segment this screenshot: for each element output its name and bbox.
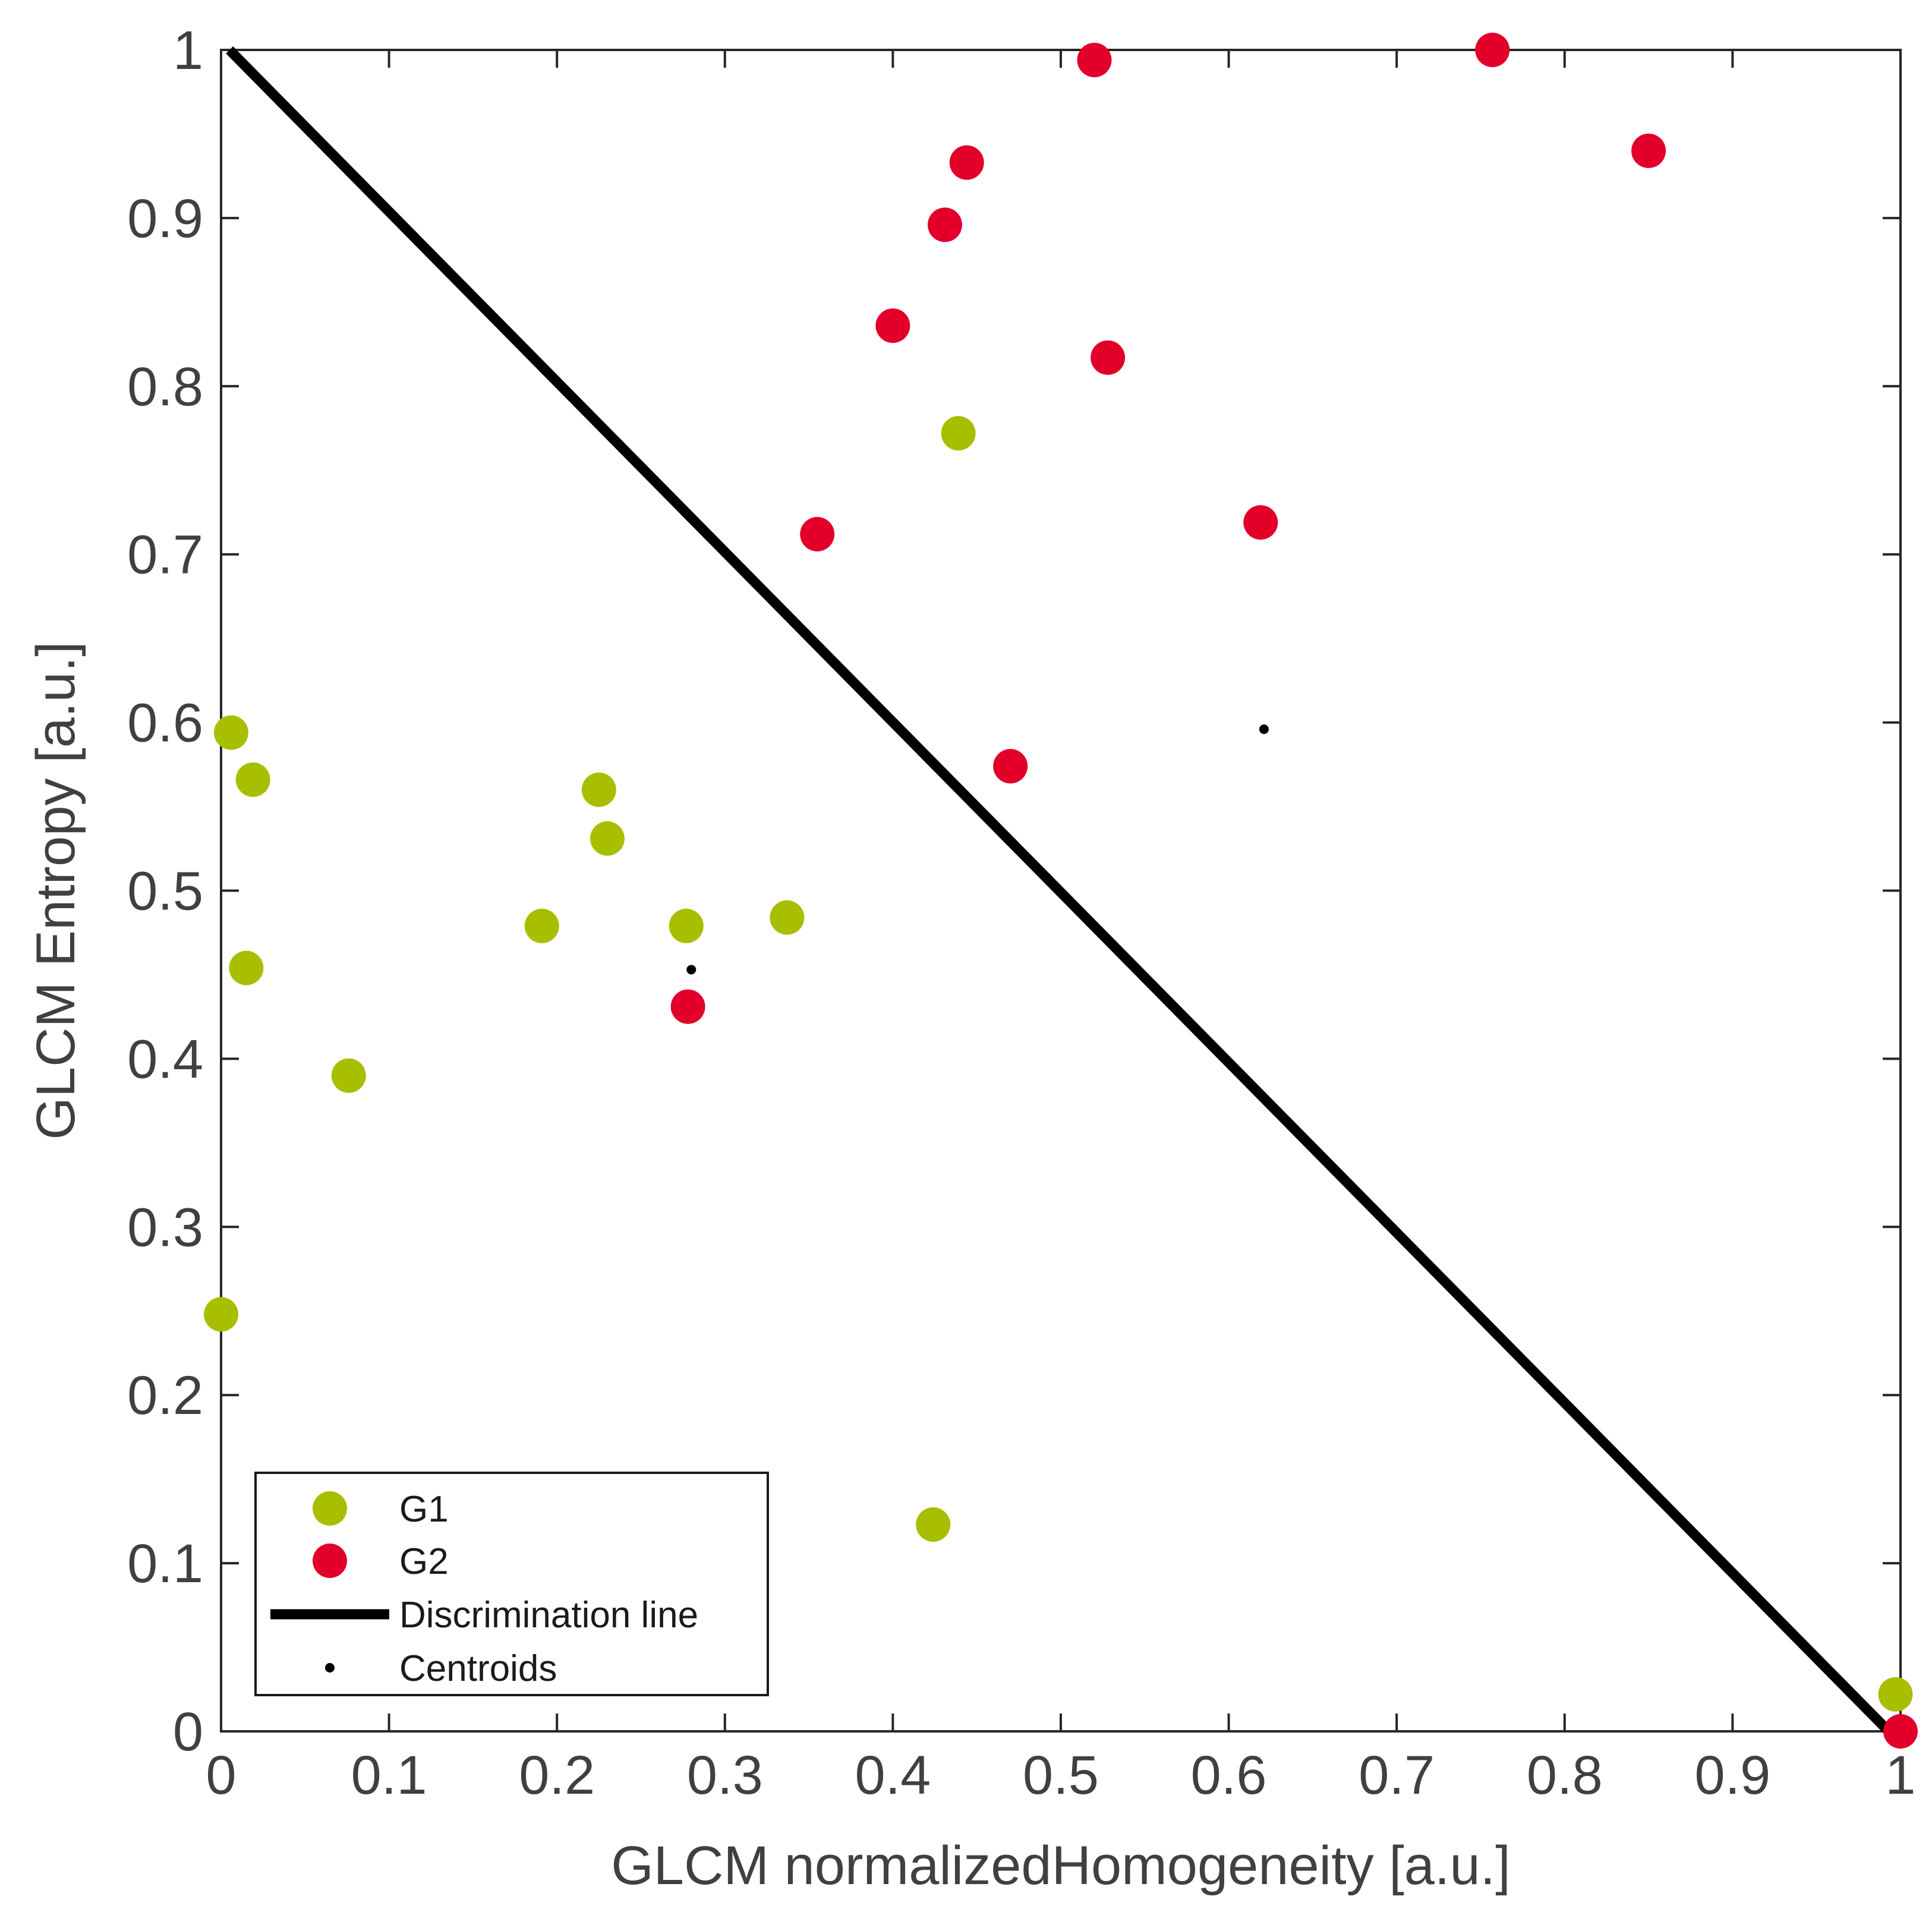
discrimination-line-layer [226, 46, 1893, 1735]
x-tick-label: 0.5 [1023, 1745, 1099, 1806]
y-tick-label: 0.1 [127, 1533, 203, 1594]
g1-point [590, 821, 625, 856]
y-tick-label: 0.9 [127, 188, 203, 249]
legend-discrimination-line-label: Discrimination line [399, 1595, 698, 1636]
y-tick-label: 0.6 [127, 693, 203, 754]
g2-point [800, 516, 835, 552]
g2-point [1077, 42, 1112, 77]
y-tick-label: 0.8 [127, 357, 203, 417]
legend-centroid-marker [325, 1663, 335, 1673]
g2-point [1883, 1714, 1918, 1749]
legend-centroids-label: Centroids [399, 1648, 557, 1689]
x-tick-label: 0.6 [1191, 1745, 1267, 1806]
y-tick-label: 0.2 [127, 1365, 203, 1426]
g1-point [235, 762, 270, 797]
x-tick-label: 0.4 [855, 1745, 931, 1806]
y-tick-label: 0.5 [127, 861, 203, 922]
g2-point [1243, 505, 1278, 540]
x-tick-label: 0.8 [1527, 1745, 1603, 1806]
x-tick-label: 0.2 [519, 1745, 595, 1806]
x-tick-label: 0 [206, 1745, 236, 1806]
legend-g2-marker [313, 1544, 347, 1578]
centroid-point [686, 965, 696, 975]
g1-point [331, 1058, 366, 1093]
legend-g2-label: G2 [399, 1541, 449, 1582]
x-axis-ticks: 0 0.1 0.2 0.3 0.4 0.5 0.6 0.7 0.8 0.9 1 [206, 50, 1916, 1806]
g1-point [916, 1507, 951, 1542]
legend-g1-label: G1 [399, 1489, 449, 1530]
g2-point [1475, 33, 1510, 67]
g1-point [524, 908, 559, 943]
centroid-point [1259, 724, 1269, 734]
y-tick-label: 1 [173, 20, 203, 81]
g2-point [928, 207, 963, 242]
legend: G1 G2 Discrimination line Centroids [254, 1472, 769, 1696]
g1-point [1878, 1677, 1913, 1712]
g1-point [581, 772, 616, 807]
y-axis-label: GLCM Entropy [a.u.] [26, 641, 86, 1140]
x-tick-label: 1 [1885, 1745, 1915, 1806]
x-tick-label: 0.7 [1359, 1745, 1435, 1806]
y-tick-label: 0.3 [127, 1197, 203, 1258]
g2-point [1631, 133, 1666, 168]
g2-point [1091, 340, 1126, 375]
discrimination-line [226, 46, 1893, 1735]
g1-point [213, 715, 248, 750]
g1-point [941, 416, 976, 451]
g1-point [669, 908, 704, 943]
g2-point [949, 145, 984, 180]
y-tick-label: 0.4 [127, 1029, 203, 1089]
legend-g1-marker [313, 1491, 347, 1526]
x-tick-label: 0.1 [351, 1745, 427, 1806]
y-axis-ticks: 0 0.1 0.2 0.3 0.4 0.5 0.6 0.7 0.8 0.9 1 [127, 20, 1901, 1762]
x-tick-label: 0.9 [1694, 1745, 1770, 1806]
x-axis-label: GLCM normalizedHomogeneity [a.u.] [611, 1835, 1511, 1896]
g1-point [229, 950, 264, 985]
x-tick-label: 0.3 [687, 1745, 763, 1806]
y-tick-label: 0 [173, 1702, 203, 1762]
g2-point [993, 749, 1028, 784]
g1-point [204, 1297, 238, 1332]
g2-point [670, 989, 705, 1024]
g2-point [875, 308, 910, 343]
g1-point [770, 900, 805, 935]
y-tick-label: 0.7 [127, 525, 203, 585]
data-points-layer [204, 33, 1918, 1749]
